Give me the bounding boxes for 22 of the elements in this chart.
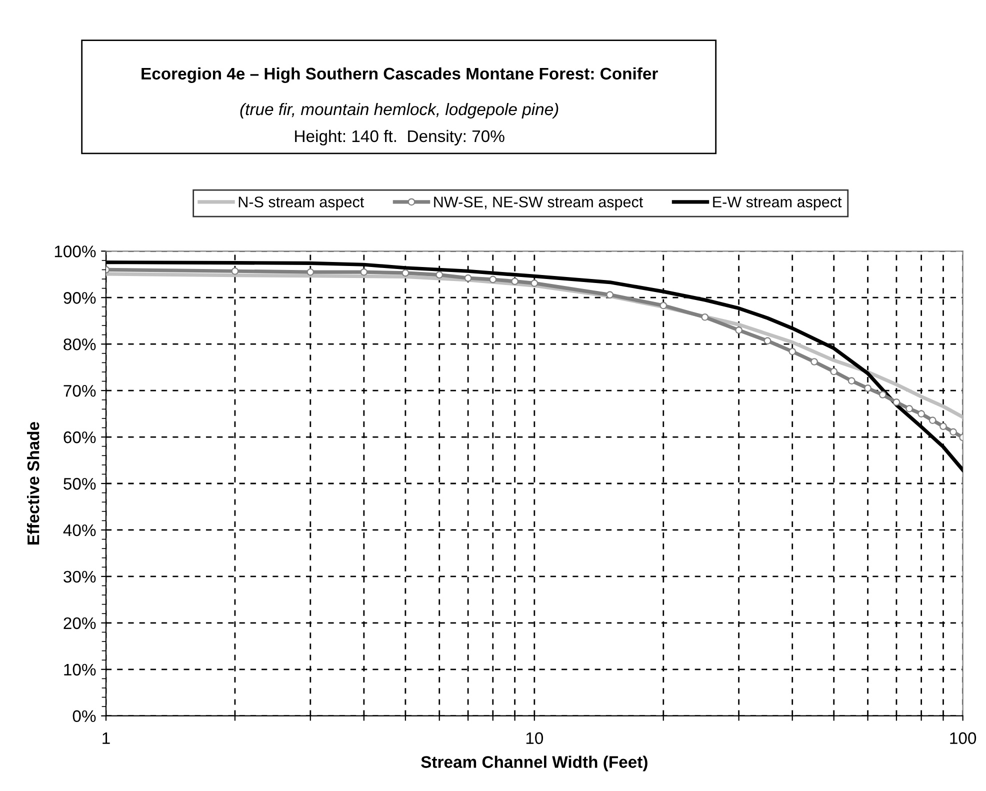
y-tick-label: 40% — [63, 524, 96, 536]
chart-title: Ecoregion 4e – High Southern Cascades Montane Forest: Conifer — [142, 67, 658, 83]
legend-label: N-S stream aspect — [238, 196, 364, 210]
y-tick-label: 100% — [54, 246, 96, 258]
x-tick-label: 100 — [950, 732, 976, 744]
legend-label: E-W stream aspect — [713, 196, 842, 210]
x-tick-label: 1 — [102, 732, 110, 744]
text: Height: 140 ft. Density: 70% — [295, 130, 504, 146]
y-tick-label: 80% — [64, 338, 96, 350]
chart-subtitle: (true fir, mountain hemlock, lodgepole pine) — [240, 102, 558, 119]
y-tick-label: 50% — [64, 478, 96, 490]
y-tick-label: 90% — [64, 292, 96, 304]
y-tick-label: 30% — [64, 570, 96, 583]
legend-label: NW-SE, NE-SW stream aspect — [434, 196, 644, 210]
y-tick-label: 60% — [64, 431, 96, 444]
y-tick-label: 0% — [72, 710, 96, 722]
y-tick-label: 10% — [64, 664, 96, 676]
x-axis-title: Stream Channel Width (Feet) — [421, 756, 648, 772]
y-axis-title: Effective Shade — [27, 422, 40, 544]
y-tick-label: 20% — [64, 617, 96, 630]
x-tick-label: 10 — [526, 732, 544, 744]
y-tick-label: 70% — [64, 384, 96, 397]
